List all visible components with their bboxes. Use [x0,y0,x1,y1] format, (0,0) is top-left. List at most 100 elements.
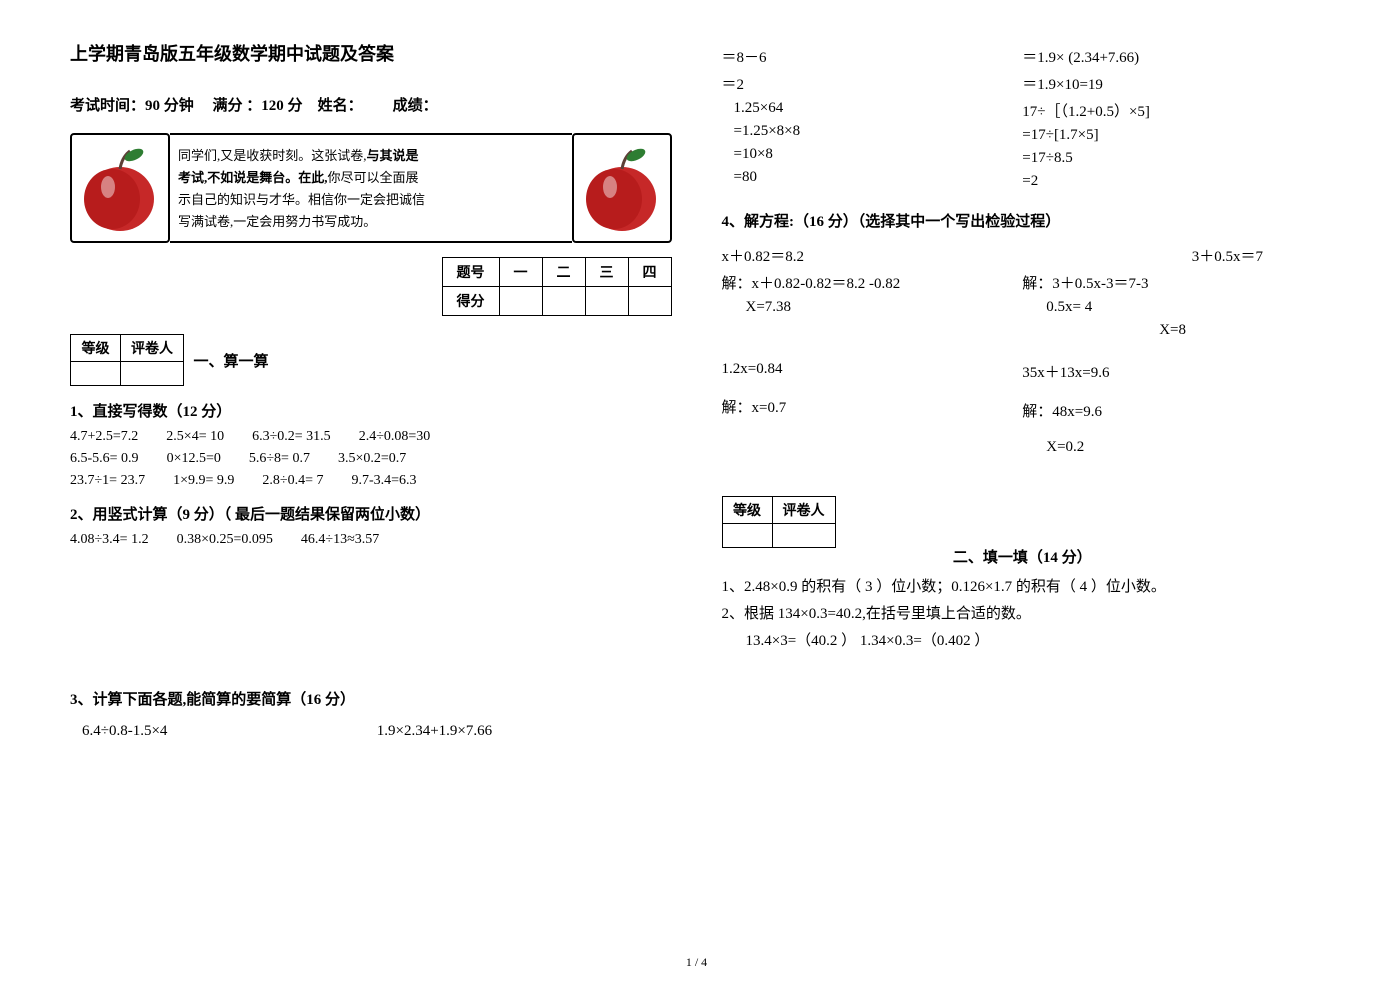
q1-item: 6.5-5.6= 0.9 [70,451,139,467]
q4-line: 解：x＋0.82-0.82＝8.2 -0.82 [722,272,1023,293]
q4-line: 0.5x= 4 [1046,299,1323,316]
grade-cell [71,362,121,386]
q3-continued: ＝8－6 ＝2 1.25×64 =1.25×8×8 =10×8 =80 ＝1.9… [722,40,1324,196]
q3-line: 1.25×64 [734,100,1023,117]
score-cell [499,287,542,316]
q1-item: 2.4÷0.08=30 [359,429,431,445]
exam-title: 上学期青岛版五年级数学期中试题及答案 [70,40,672,66]
left-column: 上学期青岛版五年级数学期中试题及答案 考试时间：90 分钟 满分 ：120 分 … [70,40,672,746]
q4-line: 解：3＋0.5x-3＝7-3 [1022,272,1323,293]
q1-item: 4.7+2.5=7.2 [70,429,138,445]
name-label: 姓名： [318,98,363,114]
fill-section: 1、2.48×0.9 的积有（ 3 ）位小数；0.126×1.7 的积有（ 4 … [722,575,1324,650]
grade-th: 评卷人 [772,497,835,524]
q1-item: 0×12.5=0 [167,451,221,467]
score-cell [542,287,585,316]
grade-th: 等级 [722,497,772,524]
score-th: 题号 [442,258,499,287]
q4-line: x＋0.82＝8.2 [722,245,1023,266]
full-label: 满分 ： [213,98,262,114]
exam-info: 考试时间：90 分钟 满分 ：120 分 姓名： 成绩： [70,94,672,115]
section-2-title: 二、填一填（14 分） [722,546,1324,567]
score-th: 三 [585,258,628,287]
apple-left-box [70,133,170,243]
grade-cell [121,362,184,386]
grade-table-1: 等级 评卷人 [70,334,184,386]
q1-item: 6.3÷0.2= 31.5 [252,429,331,445]
q1-item: 23.7÷1= 23.7 [70,473,145,489]
fill-line: 13.4×3=（40.2 ） 1.34×0.3=（0.402 ） [746,629,1324,650]
q2-head: 2、用竖式计算（9 分）（ 最后一题结果保留两位小数） [70,503,672,524]
q4-line: 解：48x=9.6 [1022,400,1323,421]
q4-line: 35x＋13x=9.6 [1022,361,1323,382]
q3-left: 6.4÷0.8-1.5×4 [82,723,377,740]
q1-row: 23.7÷1= 23.7 1×9.9= 9.9 2.8÷0.4= 7 9.7-3… [70,473,672,489]
intro-row: 同学们,又是收获时刻。这张试卷,与其说是 考试,不如说是舞台。在此,你尽可以全面… [70,133,672,243]
q1-row: 4.7+2.5=7.2 2.5×4= 10 6.3÷0.2= 31.5 2.4÷… [70,429,672,445]
q3-line: ＝1.9× (2.34+7.66) [1022,46,1323,67]
q3-head: 3、计算下面各题,能简算的要简算（16 分） [70,688,672,709]
fill-line: 2、根据 134×0.3=40.2,在括号里填上合适的数。 [722,602,1324,623]
intro-text: 同学们,又是收获时刻。这张试卷,与其说是 考试,不如说是舞台。在此,你尽可以全面… [170,133,572,243]
q1-head: 1、直接写得数（12 分） [70,400,672,421]
score-row-head: 得分 [442,287,499,316]
grade-th: 评卷人 [121,335,184,362]
q4-line: 解：x=0.7 [722,396,1023,417]
q4-p1-right: 3＋0.5x＝7 解：3＋0.5x-3＝7-3 0.5x= 4 X=8 [1022,239,1323,345]
time-value: 90 分钟 [145,98,194,114]
q1-item: 9.7-3.4=6.3 [351,473,416,489]
q1-item: 2.8÷0.4= 7 [262,473,323,489]
q1-item: 2.5×4= 10 [166,429,224,445]
q3-line: ＝1.9×10=19 [1022,73,1323,94]
grade-cell [772,524,835,548]
q3-right: 1.9×2.34+1.9×7.66 [377,723,672,740]
q3-line: =17÷[1.7×5] [1022,127,1323,144]
q3-left-rest: ＝8－6 ＝2 1.25×64 =1.25×8×8 =10×8 =80 [722,40,1023,196]
grade-section-2-wrap: 等级 评卷人 [722,496,1324,548]
q3-line: ＝8－6 [722,46,1023,67]
grade-section-1-wrap: 等级 评卷人 一、算一算 [70,334,672,386]
q1-item: 5.6÷8= 0.7 [249,451,310,467]
q2-item: 0.38×0.25=0.095 [177,532,273,548]
q3-right-rest: ＝1.9× (2.34+7.66) ＝1.9×10=19 17÷［（1.2+0.… [1022,40,1323,196]
q3-line: =10×8 [734,146,1023,163]
q4-p2-right: 35x＋13x=9.6 解：48x=9.6 X=0.2 [1022,355,1323,462]
apple-icon [78,141,162,235]
fill-line: 1、2.48×0.9 的积有（ 3 ）位小数；0.126×1.7 的积有（ 4 … [722,575,1324,596]
q4-p2-left: 1.2x=0.84 解：x=0.7 [722,355,1023,462]
q4-pair2: 1.2x=0.84 解：x=0.7 35x＋13x=9.6 解：48x=9.6 … [722,355,1324,462]
q1-item: 3.5×0.2=0.7 [338,451,406,467]
q3-line: ＝2 [722,73,1023,94]
q4-line: 3＋0.5x＝7 [1022,245,1323,266]
score-th: 二 [542,258,585,287]
score-th: 一 [499,258,542,287]
score-label: 成绩： [393,98,438,114]
q1-item: 1×9.9= 9.9 [173,473,234,489]
grade-table-2: 等级 评卷人 [722,496,836,548]
right-column: ＝8－6 ＝2 1.25×64 =1.25×8×8 =10×8 =80 ＝1.9… [722,40,1324,746]
q4-line: X=8 [1022,322,1323,339]
q3-firstline: 6.4÷0.8-1.5×4 1.9×2.34+1.9×7.66 [70,717,672,746]
time-label: 考试时间： [70,98,145,114]
q3-line: 17÷［（1.2+0.5）×5] [1022,100,1323,121]
q4-line: X=0.2 [1046,439,1323,456]
score-cell [585,287,628,316]
score-cell [628,287,671,316]
apple-icon [580,141,664,235]
q2-item: 46.4÷13≈3.57 [301,532,379,548]
score-th: 四 [628,258,671,287]
q2-item: 4.08÷3.4= 1.2 [70,532,149,548]
grade-cell [722,524,772,548]
q3-line: =17÷8.5 [1022,150,1323,167]
page-footer: 1 / 4 [686,955,707,970]
score-table: 题号 一 二 三 四 得分 [442,257,672,316]
full-value: 120 分 [261,98,302,114]
q3-line: =80 [734,169,1023,186]
q1-row: 6.5-5.6= 0.9 0×12.5=0 5.6÷8= 0.7 3.5×0.2… [70,451,672,467]
q4-pair1: x＋0.82＝8.2 解：x＋0.82-0.82＝8.2 -0.82 X=7.3… [722,239,1324,345]
q4-line: X=7.38 [746,299,1023,316]
q3-line: =2 [1022,173,1323,190]
q4-p1-left: x＋0.82＝8.2 解：x＋0.82-0.82＝8.2 -0.82 X=7.3… [722,239,1023,345]
section-1-title: 一、算一算 [194,350,269,371]
q4-line: 1.2x=0.84 [722,361,1023,378]
